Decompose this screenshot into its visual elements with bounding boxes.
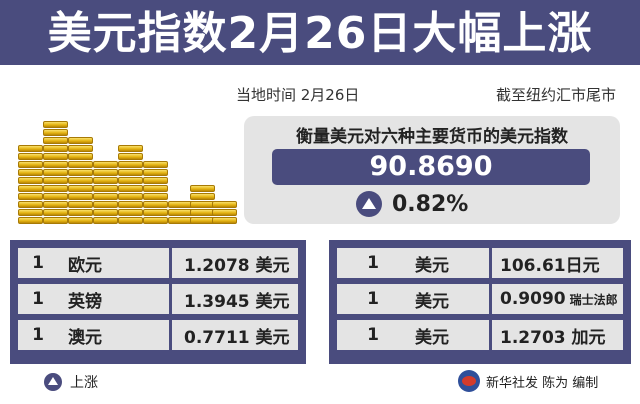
rate-cell: 1.2703 加元 [492, 320, 623, 350]
legend: 上涨 [44, 372, 98, 392]
up-triangle-icon [356, 191, 382, 217]
table-row: 1 澳元 0.7711 美元 [18, 320, 298, 350]
rate-value: 106.61日元 [500, 255, 600, 276]
coin-stack-icon [143, 160, 168, 224]
currency-cell: 欧元 [58, 248, 172, 278]
currency-cell: 美元 [409, 284, 492, 314]
table-row: 1 美元 106.61日元 [337, 248, 623, 278]
amount-cell: 1 [18, 248, 58, 278]
rate-value: 1.2703 加元 [500, 327, 606, 348]
credit-text: 新华社发 陈为 编制 [486, 375, 599, 391]
coin-stack-icon [168, 200, 193, 224]
rate-unit: 瑞士法郎 [569, 292, 618, 307]
coin-stack-icon [212, 200, 237, 224]
table-row: 1 英镑 1.3945 美元 [18, 284, 298, 314]
coin-stack-icon [43, 120, 68, 224]
amount-cell: 1 [18, 284, 58, 314]
amount-cell: 1 [18, 320, 58, 350]
legend-label: 上涨 [70, 375, 98, 391]
index-change: 0.82% [356, 191, 468, 217]
index-value: 90.8690 [272, 149, 590, 185]
local-time-text: 当地时间 2月26日 [236, 86, 360, 104]
index-change-value: 0.82% [392, 191, 469, 217]
currency-cell: 美元 [409, 320, 492, 350]
coin-stacks-illustration [18, 118, 238, 224]
rate-cell: 1.2078 美元 [172, 248, 298, 278]
close-note-text: 截至纽约汇市尾市 [495, 86, 616, 104]
xinhua-logo-icon [458, 370, 480, 392]
currency-cell: 英镑 [58, 284, 172, 314]
rates-to-usd-table: 1 欧元 1.2078 美元 1 英镑 1.3945 美元 1 澳元 0.771… [10, 240, 306, 364]
currency-cell: 澳元 [58, 320, 172, 350]
rate-cell: 0.7711 美元 [172, 320, 298, 350]
rate-cell: 1.3945 美元 [172, 284, 298, 314]
index-label: 衡量美元对六种主要货币的美元指数 [296, 127, 568, 147]
amount-cell: 1 [337, 248, 409, 278]
credit: 新华社发 陈为 编制 [458, 370, 598, 392]
coin-stack-icon [18, 144, 43, 224]
coin-stack-icon [118, 144, 143, 224]
coin-stack-icon [68, 136, 93, 224]
amount-cell: 1 [337, 320, 409, 350]
table-row: 1 美元 1.2703 加元 [337, 320, 623, 350]
rate-cell: 0.9090 瑞士法郎 [492, 284, 623, 314]
dollar-index-panel: 衡量美元对六种主要货币的美元指数 90.8690 0.82% [244, 116, 620, 224]
rate-cell: 106.61日元 [492, 248, 623, 278]
title-banner: 美元指数2月26日大幅上涨 [0, 0, 640, 68]
table-row: 1 美元 0.9090 瑞士法郎 [337, 284, 623, 314]
rate-value: 0.9090 [500, 289, 566, 309]
coin-stack-icon [93, 160, 118, 224]
usd-to-rates-table: 1 美元 106.61日元 1 美元 0.9090 瑞士法郎 1 美元 1.27… [329, 240, 631, 364]
page-title: 美元指数2月26日大幅上涨 [47, 8, 593, 59]
table-row: 1 欧元 1.2078 美元 [18, 248, 298, 278]
amount-cell: 1 [337, 284, 409, 314]
up-triangle-icon [44, 373, 62, 391]
currency-cell: 美元 [409, 248, 492, 278]
coin-stack-icon [190, 184, 215, 224]
